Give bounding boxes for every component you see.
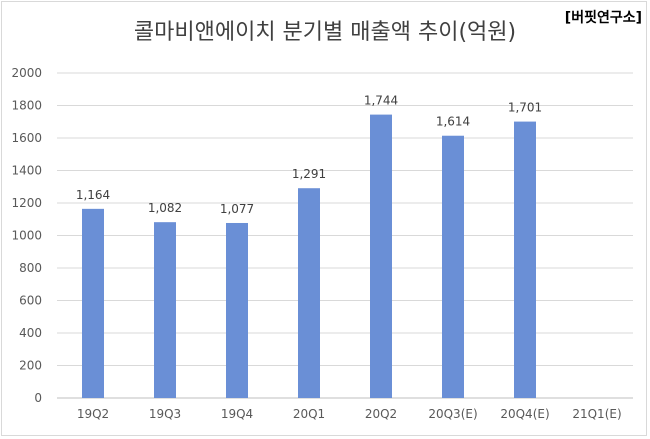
- data-label-20Q3(E): 1,614: [436, 115, 470, 129]
- x-tick-label-20Q2: 20Q2: [365, 407, 397, 421]
- y-tick-label: 1000: [11, 229, 42, 243]
- chart-title: 콜마비앤에이치 분기별 매출액 추이(억원): [133, 20, 517, 45]
- y-tick-label: 600: [19, 294, 42, 308]
- data-label-20Q1: 1,291: [292, 167, 326, 181]
- x-tick-label-19Q4: 19Q4: [221, 407, 253, 421]
- y-tick-label: 0: [34, 391, 42, 405]
- x-tick-label-19Q2: 19Q2: [77, 407, 109, 421]
- x-tick-label-20Q3(E): 20Q3(E): [428, 407, 477, 421]
- bar-19Q2: [82, 208, 104, 398]
- bar-20Q4(E): [514, 121, 536, 399]
- y-tick-label: 400: [19, 326, 42, 340]
- y-tick-label: 1400: [11, 164, 42, 178]
- bar-19Q3: [154, 222, 176, 398]
- source-label: [버핏연구소]: [564, 10, 642, 26]
- y-tick-label: 200: [19, 359, 42, 373]
- data-label-19Q3: 1,082: [148, 201, 182, 215]
- bar-20Q2: [370, 114, 392, 398]
- data-label-19Q4: 1,077: [220, 202, 254, 216]
- y-tick-label: 1600: [11, 131, 42, 145]
- data-label-20Q2: 1,744: [364, 94, 398, 108]
- y-tick-label: 2000: [11, 66, 42, 80]
- data-label-20Q4(E): 1,701: [508, 101, 542, 115]
- bar-20Q3(E): [442, 135, 464, 398]
- y-tick-label: 800: [19, 261, 42, 275]
- data-label-19Q2: 1,164: [76, 188, 110, 202]
- bar-19Q4: [226, 222, 248, 398]
- x-tick-label-21Q1(E): 21Q1(E): [572, 407, 621, 421]
- y-tick-label: 1800: [11, 99, 42, 113]
- bar-20Q1: [298, 188, 320, 398]
- x-tick-label-19Q3: 19Q3: [149, 407, 181, 421]
- x-tick-label-20Q1: 20Q1: [293, 407, 325, 421]
- x-tick-label-20Q4(E): 20Q4(E): [500, 407, 549, 421]
- y-tick-label: 1200: [11, 196, 42, 210]
